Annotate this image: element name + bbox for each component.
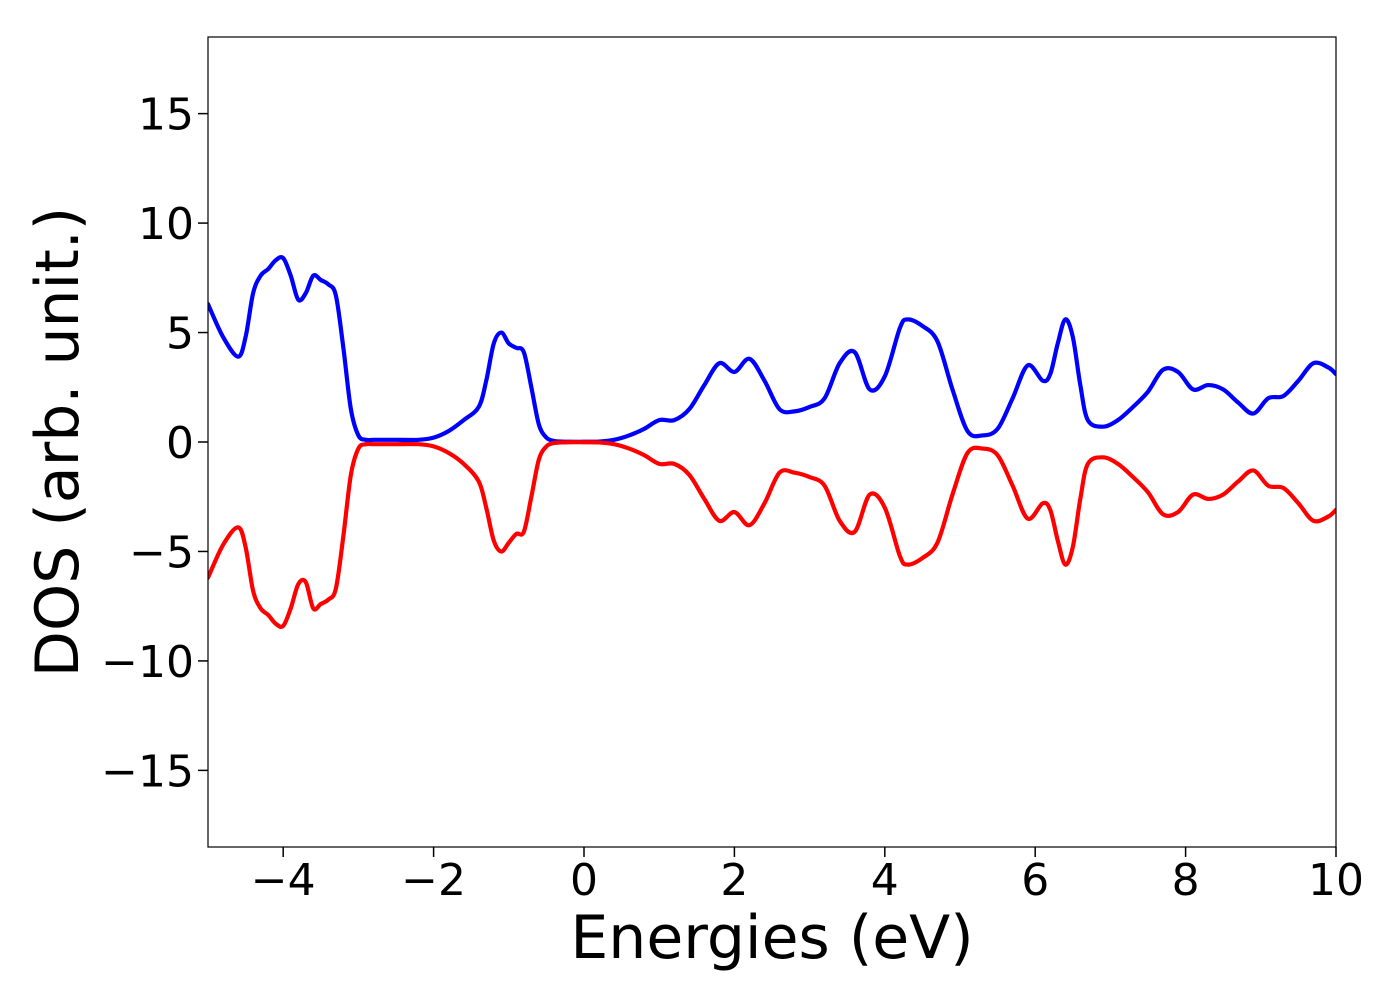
plot-area: [208, 255, 1336, 629]
y-axis-label: DOS (arb. unit.): [23, 207, 93, 677]
x-tick-label: 2: [720, 855, 748, 906]
x-tick-label: 8: [1172, 855, 1200, 906]
x-axis-label: Energies (eV): [570, 903, 973, 973]
y-tick-label: −5: [129, 527, 194, 578]
y-axis: −15 −10 −5 0 5 10 15: [101, 90, 208, 797]
x-tick-label: 10: [1308, 855, 1364, 906]
x-tick-label: 4: [871, 855, 899, 906]
x-tick-label: 6: [1021, 855, 1049, 906]
y-tick-label: −10: [101, 637, 194, 688]
x-tick-label: 0: [570, 855, 598, 906]
x-tick-label: −4: [251, 855, 316, 906]
y-tick-label: 5: [166, 309, 194, 360]
y-tick-label: 0: [166, 418, 194, 469]
y-tick-label: 15: [138, 90, 194, 141]
plot-frame: [207, 36, 1337, 848]
x-axis: −4 −2 0 2 4 6 8 10: [251, 847, 1364, 906]
y-tick-label: −15: [101, 746, 194, 797]
series-line-up: [208, 255, 1336, 444]
y-tick-label: 10: [138, 199, 194, 250]
x-tick-label: −2: [401, 855, 466, 906]
series-line-down: [208, 440, 1336, 629]
